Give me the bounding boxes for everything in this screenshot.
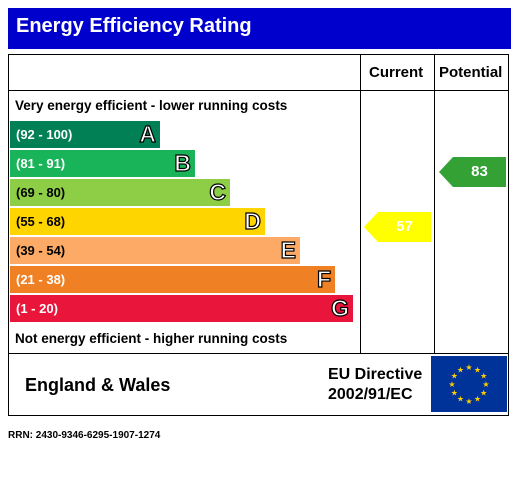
star-icon: ★ bbox=[465, 363, 472, 372]
band-letter: A bbox=[139, 120, 157, 147]
band-letter: C bbox=[209, 178, 227, 205]
star-icon: ★ bbox=[451, 372, 458, 381]
current-rating-value: 57 bbox=[396, 218, 413, 235]
rating-chart: Current Potential Very energy efficient … bbox=[8, 54, 509, 416]
potential-arrow-shape bbox=[439, 157, 506, 187]
band-range: (81 - 91) bbox=[16, 156, 66, 171]
band-range: (21 - 38) bbox=[16, 272, 66, 287]
current-column-header: Current bbox=[369, 64, 424, 81]
band-f: (21 - 38) F bbox=[10, 265, 335, 293]
band-letter: D bbox=[244, 207, 262, 234]
title-bar: Energy Efficiency Rating bbox=[8, 8, 511, 49]
rrn-label: RRN: 2430-9346-6295-1907-1274 bbox=[8, 430, 161, 441]
column-divider-current bbox=[360, 55, 361, 353]
directive-line-1: EU Directive bbox=[328, 366, 423, 383]
band-c: (69 - 80) C bbox=[10, 178, 230, 206]
band-range: (39 - 54) bbox=[16, 243, 66, 258]
star-icon: ★ bbox=[482, 380, 489, 389]
current-arrow-shape bbox=[364, 212, 431, 242]
potential-rating-arrow: 83 bbox=[439, 157, 506, 187]
eu-flag-icon: ★ ★ ★ ★ ★ ★ ★ ★ ★ ★ ★ ★ bbox=[431, 356, 507, 412]
star-icon: ★ bbox=[480, 372, 487, 381]
eu-stars: ★ ★★★★★★★★★★★ bbox=[448, 363, 489, 406]
band-g: (1 - 20) G bbox=[10, 294, 353, 322]
star-icon: ★ bbox=[465, 397, 472, 406]
band-a: (92 - 100) A bbox=[10, 120, 160, 148]
band-letter: F bbox=[316, 265, 331, 292]
star-icon: ★ bbox=[448, 380, 455, 389]
band-letter: E bbox=[280, 236, 297, 263]
star-icon: ★ bbox=[474, 395, 481, 404]
header-divider bbox=[9, 90, 508, 91]
top-note: Very energy efficient - lower running co… bbox=[15, 98, 288, 113]
potential-rating-value: 83 bbox=[471, 163, 488, 180]
footer-divider bbox=[9, 353, 508, 354]
band-d: (55 - 68) D bbox=[10, 207, 265, 235]
column-divider-potential bbox=[434, 55, 435, 353]
band-range: (1 - 20) bbox=[16, 301, 58, 316]
band-e: (39 - 54) E bbox=[10, 236, 300, 264]
bottom-note: Not energy efficient - higher running co… bbox=[15, 331, 288, 346]
eu-directive: EU Directive 2002/91/EC bbox=[328, 365, 422, 405]
band-b: (81 - 91) B bbox=[10, 149, 195, 177]
star-icon: ★ bbox=[480, 389, 487, 398]
band-range: (69 - 80) bbox=[16, 185, 66, 200]
star-icon: ★ bbox=[457, 365, 464, 374]
page-title: Energy Efficiency Rating bbox=[16, 15, 252, 37]
potential-column-header: Potential bbox=[439, 64, 503, 81]
star-icon: ★ bbox=[474, 365, 481, 374]
band-letter: B bbox=[174, 149, 192, 176]
band-range: (92 - 100) bbox=[16, 127, 73, 142]
band-letter: G bbox=[331, 294, 350, 321]
band-range: (55 - 68) bbox=[16, 214, 66, 229]
region-label: England & Wales bbox=[25, 375, 171, 395]
current-rating-arrow: 57 bbox=[364, 212, 431, 242]
star-icon: ★ bbox=[451, 389, 458, 398]
directive-line-2: 2002/91/EC bbox=[328, 386, 413, 403]
star-icon: ★ bbox=[457, 395, 464, 404]
